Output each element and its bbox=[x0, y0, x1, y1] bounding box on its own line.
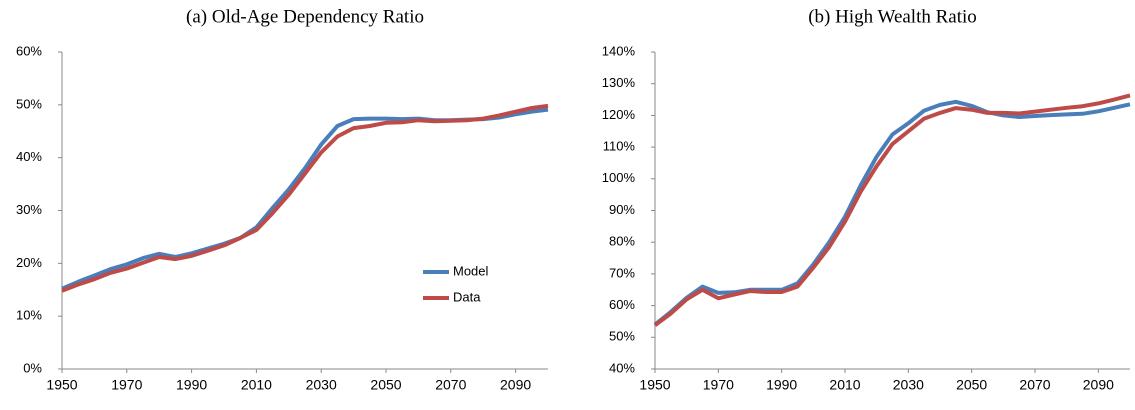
legend-label: Model bbox=[453, 263, 489, 278]
y-tick-label: 0% bbox=[23, 360, 42, 375]
series-line bbox=[653, 93, 1131, 327]
x-tick-label: 2090 bbox=[500, 377, 531, 393]
chart-title: (b) High Wealth Ratio bbox=[808, 6, 977, 27]
x-tick-label: 1950 bbox=[46, 377, 77, 393]
x-tick-label: 2030 bbox=[893, 377, 924, 393]
y-tick-label: 80% bbox=[609, 234, 635, 249]
series-line bbox=[61, 107, 549, 291]
x-tick-label: 1970 bbox=[111, 377, 142, 393]
y-tick-label: 90% bbox=[609, 202, 635, 217]
x-tick-label: 2050 bbox=[370, 377, 401, 393]
y-tick-label: 60% bbox=[16, 43, 42, 58]
x-tick-label: 2010 bbox=[241, 377, 272, 393]
series-line bbox=[653, 99, 1131, 327]
x-tick-label: 2050 bbox=[956, 377, 987, 393]
y-tick-label: 50% bbox=[16, 96, 42, 111]
y-tick-label: 30% bbox=[16, 202, 42, 217]
y-tick-label: 70% bbox=[609, 265, 635, 280]
y-tick-label: 60% bbox=[609, 297, 635, 312]
x-tick-label: 2090 bbox=[1083, 377, 1114, 393]
y-tick-label: 110% bbox=[603, 139, 636, 154]
series-line bbox=[61, 103, 549, 293]
x-tick-label: 2070 bbox=[435, 377, 466, 393]
x-tick-label: 1970 bbox=[703, 377, 734, 393]
y-tick-label: 10% bbox=[16, 308, 42, 323]
x-tick-label: 2030 bbox=[306, 377, 337, 393]
y-tick-label: 100% bbox=[602, 170, 636, 185]
x-tick-label: 1950 bbox=[639, 377, 670, 393]
y-tick-label: 50% bbox=[609, 329, 635, 344]
legend-label: Data bbox=[453, 289, 481, 304]
y-tick-label: 120% bbox=[602, 107, 636, 122]
y-tick-label: 40% bbox=[609, 360, 635, 375]
y-tick-label: 140% bbox=[602, 43, 636, 58]
chart-title: (a) Old-Age Dependency Ratio bbox=[186, 6, 424, 27]
y-tick-label: 130% bbox=[602, 75, 636, 90]
x-tick-label: 1990 bbox=[766, 377, 797, 393]
x-tick-label: 2070 bbox=[1019, 377, 1050, 393]
x-tick-label: 1990 bbox=[176, 377, 207, 393]
x-tick-label: 2010 bbox=[829, 377, 860, 393]
y-tick-label: 40% bbox=[16, 149, 42, 164]
y-tick-label: 20% bbox=[16, 255, 42, 270]
